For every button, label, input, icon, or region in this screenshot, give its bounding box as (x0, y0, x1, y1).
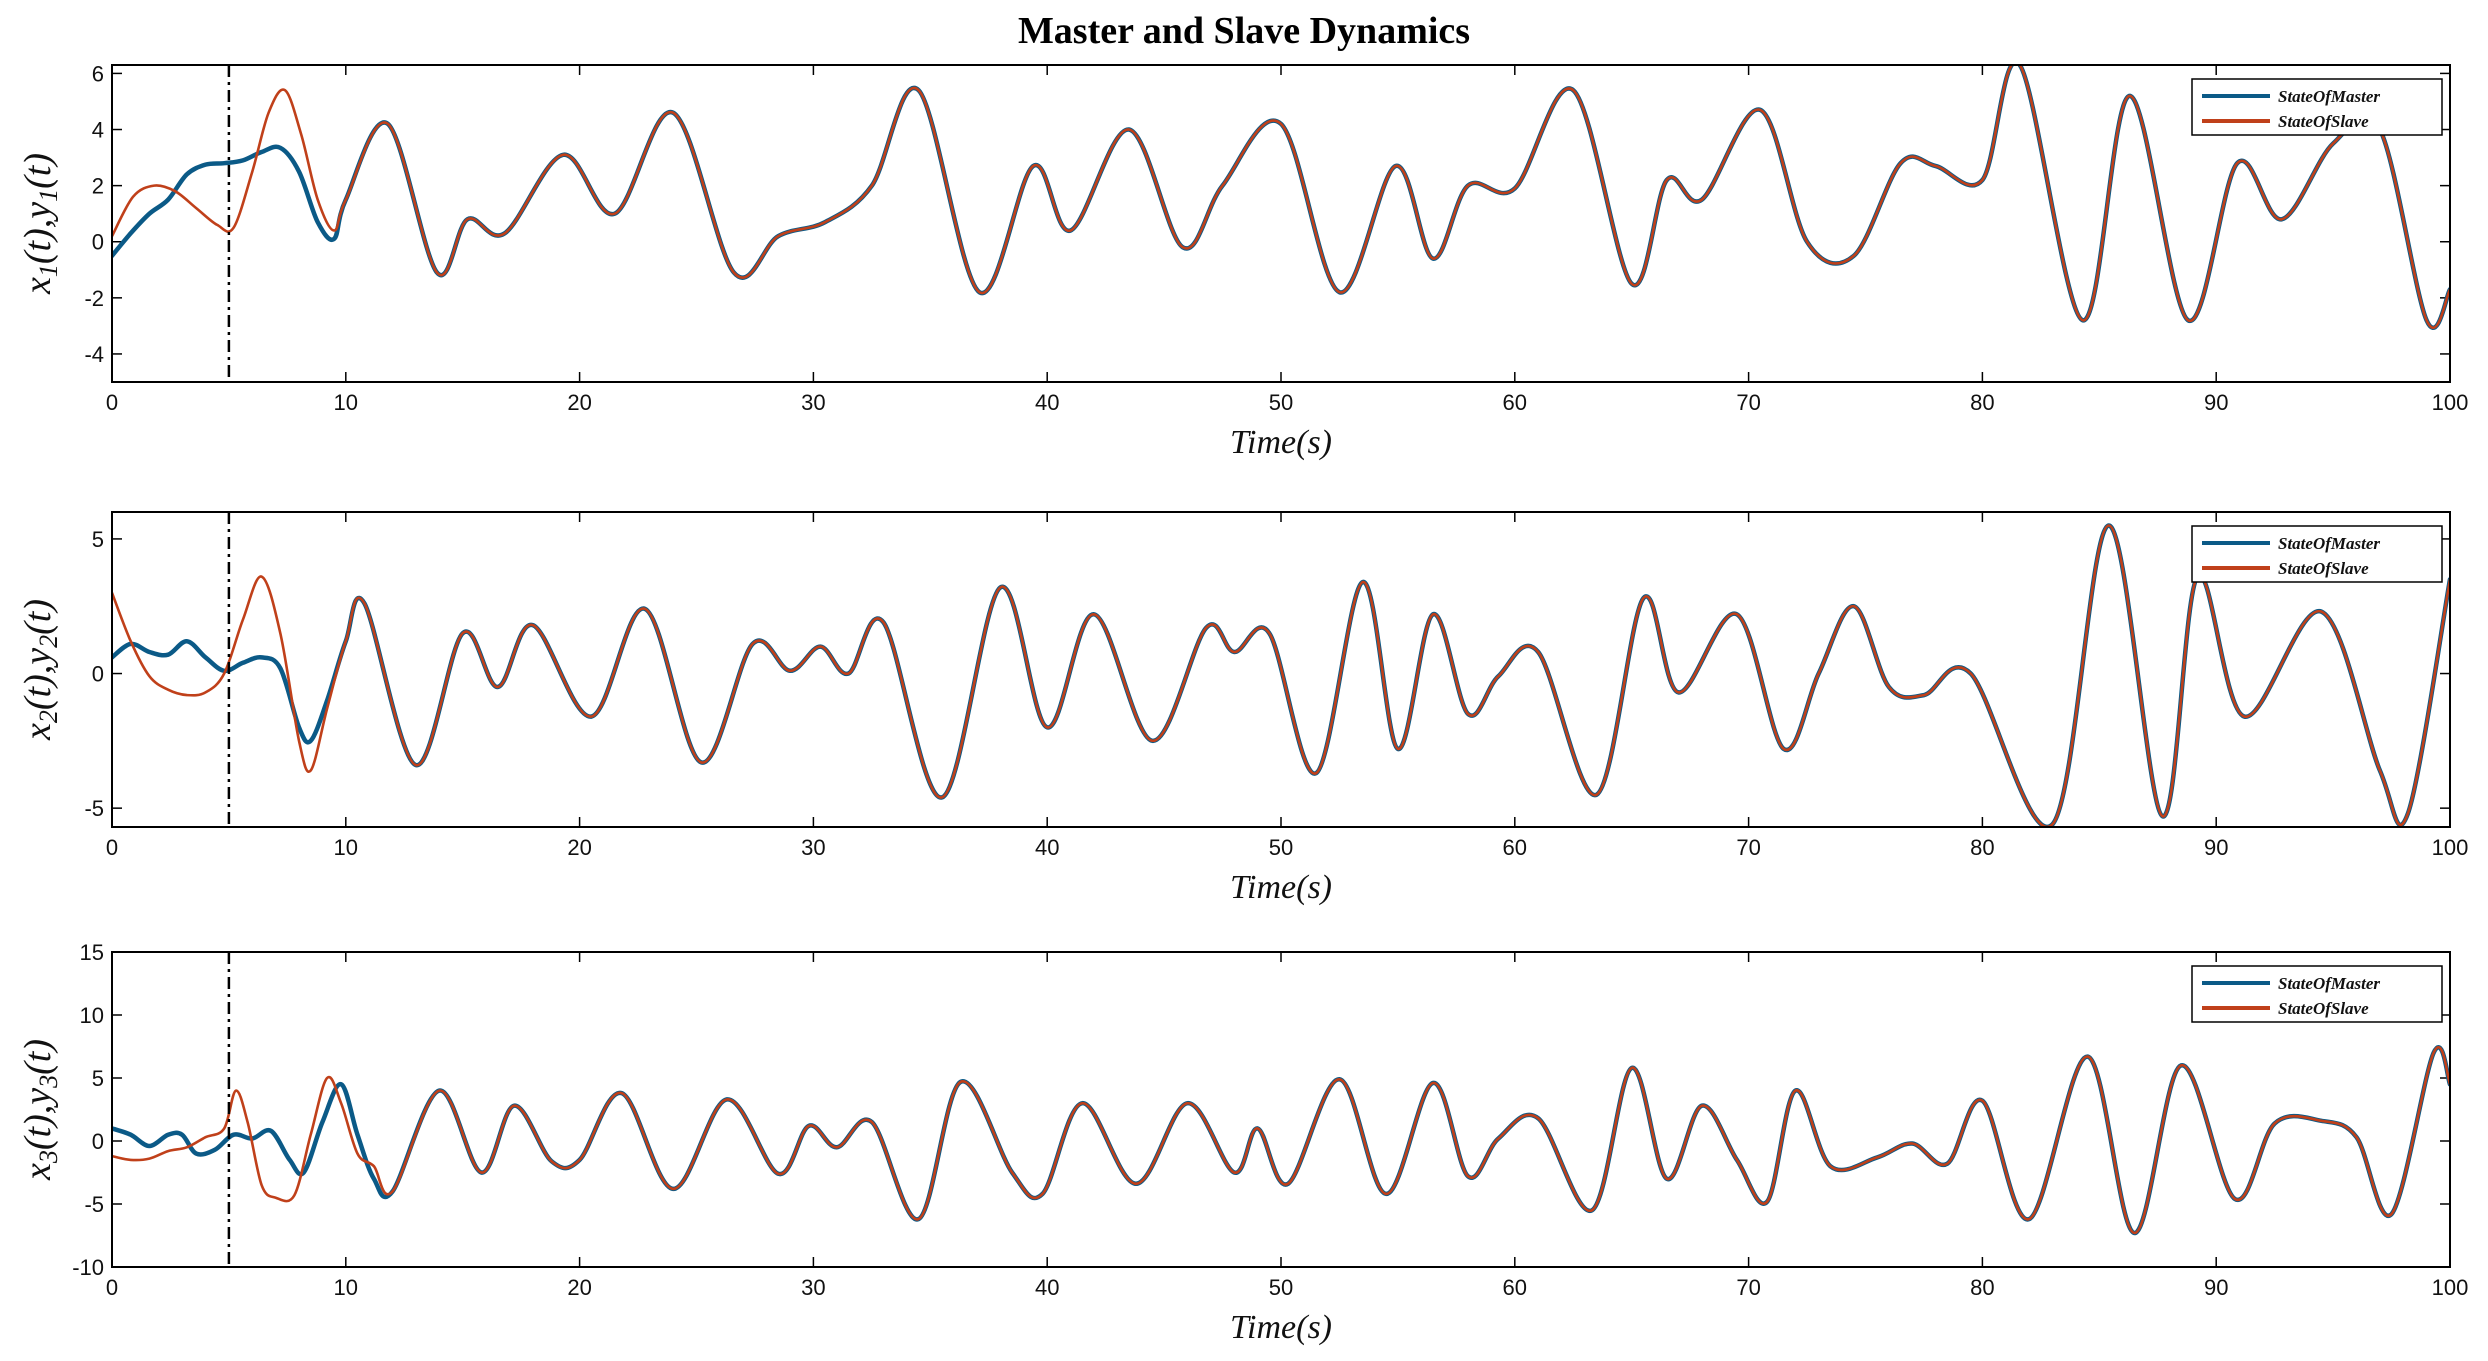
legend-box (2191, 525, 2443, 583)
legend-box (2191, 78, 2443, 136)
x-tick-label: 80 (1970, 390, 1994, 415)
legend: StateOfMaster StateOfSlave (2191, 525, 2443, 583)
y-tick-label: 0 (92, 1129, 104, 1154)
x-tick-label: 10 (334, 390, 358, 415)
series-group (112, 1045, 2450, 1236)
axes-frame (111, 951, 2451, 1268)
legend-label: StateOfSlave (2278, 559, 2369, 578)
legend: StateOfMaster StateOfSlave (2191, 78, 2443, 136)
x-tick-label: 80 (1970, 835, 1994, 860)
subplot-p2: 0 10 20 30 40 50 60 70 80 90 100-505 StateOfMasterS… (17, 511, 2469, 906)
x-tick-label: 50 (1269, 835, 1293, 860)
y-tick-label: -5 (84, 1192, 104, 1217)
y-tick-label: 5 (92, 1066, 104, 1091)
y-tick-label: 10 (80, 1003, 104, 1028)
y-tick-label: -5 (84, 796, 104, 821)
x-tick-label: 40 (1035, 1275, 1059, 1300)
x-tick-label: 70 (1736, 835, 1760, 860)
x-tick-label: 0 (106, 390, 118, 415)
axes-frame (111, 64, 2451, 383)
x-tick-label: 70 (1736, 1275, 1760, 1300)
x-tick-label: 90 (2204, 390, 2228, 415)
x-tick-label: 60 (1503, 390, 1527, 415)
x-tick-label: 30 (801, 1275, 825, 1300)
series-group (112, 523, 2450, 827)
y-axis-label: x2(t),y2(t) (17, 599, 63, 741)
series-line-state-of-slave (112, 524, 2450, 827)
x-tick-label: 20 (567, 1275, 591, 1300)
y-tick-label: 6 (92, 61, 104, 86)
subplot-p1: 0 10 20 30 40 50 60 70 80 90 100 -4 -2 0 2 4 6 StateOfMas… (17, 61, 2468, 461)
legend-label: StateOfMaster (2278, 974, 2380, 993)
chart-title: Master and Slave Dynamics (1018, 10, 1470, 52)
x-tick-label: 90 (2204, 1275, 2228, 1300)
y-tick-label: 0 (92, 230, 104, 255)
x-tick-label: 50 (1269, 1275, 1293, 1300)
x-tick-label: 90 (2204, 835, 2228, 860)
x-tick-label: 80 (1970, 1275, 1994, 1300)
x-tick-label: 10 (334, 1275, 358, 1300)
x-tick-label: 60 (1503, 835, 1527, 860)
plot-area (112, 65, 2450, 382)
x-tick-label: 0 (106, 1275, 118, 1300)
x-tick-label: 20 (567, 835, 591, 860)
legend-label: StateOfSlave (2278, 999, 2369, 1018)
y-tick-label: -10 (72, 1255, 104, 1280)
x-tick-label: 30 (801, 390, 825, 415)
series-group (112, 65, 2450, 331)
subplot-p3: 0 10 20 30 40 50 60 70 80 90 100 -10 -5 0 5 10 15 StateOf… (17, 940, 2468, 1346)
x-tick-label: 100 (2432, 835, 2469, 860)
x-tick-label: 60 (1503, 1275, 1527, 1300)
x-tick-label: 10 (334, 835, 358, 860)
axes-frame (111, 511, 2451, 828)
x-tick-label: 40 (1035, 835, 1059, 860)
subplots-container: 0 10 20 30 40 50 60 70 80 90 100-4-20246StateOfMas… (17, 61, 2468, 1346)
x-tick-label: 40 (1035, 390, 1059, 415)
x-tick-label: 0 (106, 835, 118, 860)
plot-area (112, 952, 2450, 1267)
x-tick-label: 100 (2432, 1275, 2469, 1300)
y-tick-label: 4 (92, 118, 104, 143)
legend-label: StateOfSlave (2278, 112, 2369, 131)
x-tick-label: 30 (801, 835, 825, 860)
x-axis-label: Time(s) (1230, 869, 1332, 906)
y-axis-label: x3(t),y3(t) (17, 1039, 63, 1181)
y-tick-label: -2 (84, 286, 104, 311)
x-tick-label: 20 (567, 390, 591, 415)
y-axis-label: x1(t),y1(t) (17, 153, 63, 295)
x-axis-label: Time(s) (1230, 424, 1332, 461)
y-tick-label: 15 (80, 940, 104, 965)
y-tick-label: -4 (84, 342, 104, 367)
y-tick-label: 5 (92, 527, 104, 552)
y-tick-label: 0 (92, 662, 104, 687)
legend: StateOfMaster StateOfSlave (2191, 965, 2443, 1023)
legend-box (2191, 965, 2443, 1023)
legend-label: StateOfMaster (2278, 534, 2380, 553)
series-line-state-of-slave (112, 1046, 2450, 1235)
x-tick-label: 50 (1269, 390, 1293, 415)
series-line-state-of-slave (112, 65, 2450, 330)
x-axis-label: Time(s) (1230, 1309, 1332, 1346)
x-tick-label: 70 (1736, 390, 1760, 415)
y-tick-label: 2 (92, 174, 104, 199)
legend-label: StateOfMaster (2278, 87, 2380, 106)
x-tick-label: 100 (2432, 390, 2469, 415)
